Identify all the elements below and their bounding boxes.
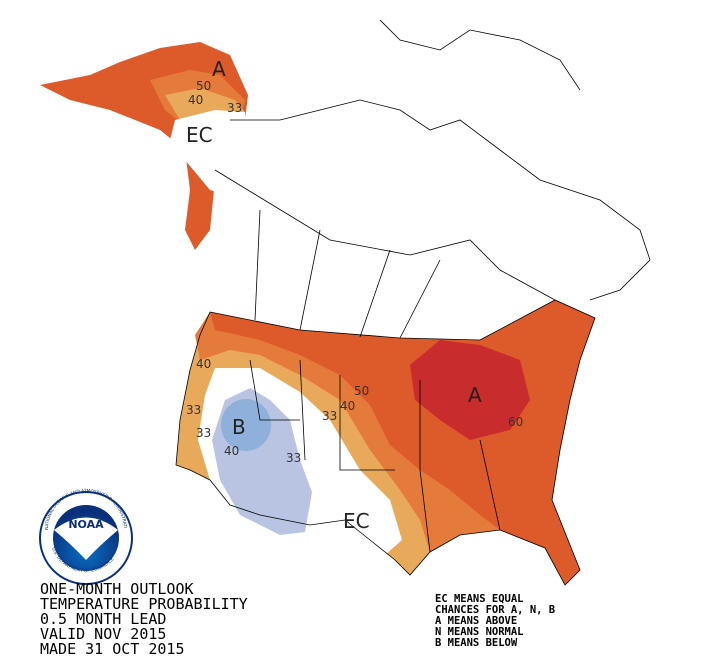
west-contour: 33 xyxy=(286,451,301,465)
title-line: VALID NOV 2015 xyxy=(40,625,166,643)
legend-line: N MEANS NORMAL xyxy=(435,626,524,638)
title-line: TEMPERATURE PROBABILITY xyxy=(40,595,248,613)
west-contour: 33 xyxy=(186,403,201,417)
west-contour: 40 xyxy=(196,357,211,371)
central-contour: 40 xyxy=(340,399,355,413)
alaska-contour: 40 xyxy=(188,93,203,107)
central-contour: 33 xyxy=(322,409,337,423)
west-category: B xyxy=(232,415,246,439)
legend-line: EC MEANS EQUAL xyxy=(435,593,524,605)
title-line: 0.5 MONTH LEAD xyxy=(40,610,166,628)
logo-text: NOAA xyxy=(68,518,104,531)
us-shading xyxy=(176,300,595,585)
east-contour: 60 xyxy=(508,415,523,429)
title-line: MADE 31 OCT 2015 xyxy=(40,640,185,658)
legend-line: CHANCES FOR A, N, B xyxy=(435,604,555,616)
alaska-contour: 33 xyxy=(227,101,242,115)
map-labels: A 50 40 33 EC 40 33 33 B 40 33 50 40 33 … xyxy=(186,57,523,533)
legend: EC MEANS EQUAL CHANCES FOR A, N, B A MEA… xyxy=(435,593,555,649)
title-block: ONE-MONTH OUTLOOK TEMPERATURE PROBABILIT… xyxy=(40,580,248,658)
alaska-contour: 50 xyxy=(196,79,211,93)
legend-line: B MEANS BELOW xyxy=(435,637,518,649)
west-contour: 33 xyxy=(196,426,211,440)
title-line: ONE-MONTH OUTLOOK xyxy=(40,580,194,598)
east-category: A xyxy=(468,383,482,407)
legend-line: A MEANS ABOVE xyxy=(435,615,517,627)
boundaries xyxy=(175,19,651,586)
alaska-ec: EC xyxy=(186,123,213,147)
alaska-shading xyxy=(40,42,250,250)
west-contour: 40 xyxy=(224,444,239,458)
south-ec: EC xyxy=(343,509,370,533)
alaska-category: A xyxy=(212,57,226,81)
central-contour: 50 xyxy=(354,384,369,398)
